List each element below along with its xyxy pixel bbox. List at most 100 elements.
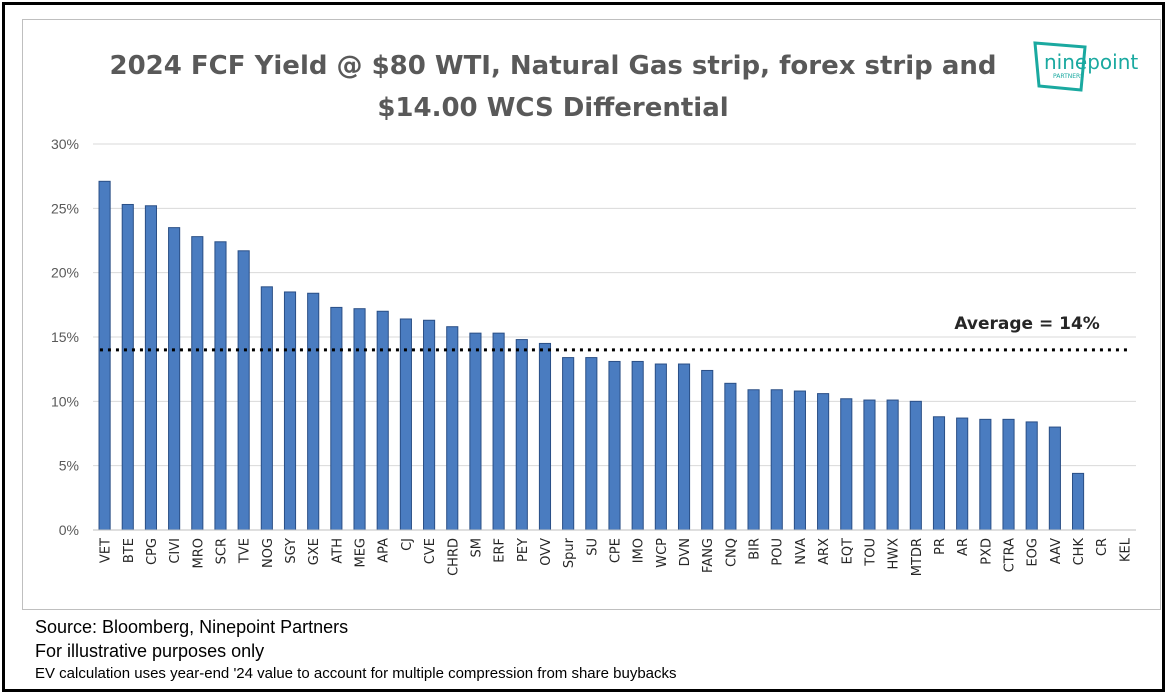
chart-panel: 2024 FCF Yield @ $80 WTI, Natural Gas st… xyxy=(22,19,1161,610)
bar-arx xyxy=(817,393,830,531)
chart-title-line-2: $14.00 WCS Differential xyxy=(377,93,728,123)
bar-hwx xyxy=(886,399,899,531)
x-tick-label: ATH xyxy=(330,538,345,564)
x-tick-label: NOG xyxy=(261,538,276,568)
source-note: Source: Bloomberg, Ninepoint Partners xyxy=(35,617,349,637)
bar-cnq xyxy=(724,382,737,531)
x-tick-label: PEY xyxy=(516,538,531,562)
disclaimer-note: For illustrative purposes only xyxy=(35,641,265,661)
x-tick-label: WCP xyxy=(655,538,670,568)
x-tick-label: OVV xyxy=(539,538,554,566)
y-tick-label: 20% xyxy=(51,265,79,281)
bar-ovv xyxy=(538,342,552,531)
x-tick-label: SCR xyxy=(214,538,229,564)
x-tick-label: ARX xyxy=(817,538,832,565)
ninepoint-logo: ninepoint PARTNERS xyxy=(1033,41,1138,92)
bar-su xyxy=(585,357,598,531)
average-label: Average = 14% xyxy=(954,314,1100,334)
bar-ctra xyxy=(1002,418,1015,531)
x-tick-label: CNQ xyxy=(724,538,739,567)
x-tick-label: HWX xyxy=(887,538,902,570)
logo-wordmark: ninepoint xyxy=(1044,50,1138,74)
bar-aav xyxy=(1048,426,1061,531)
x-tick-label: CPG xyxy=(145,538,160,565)
x-tick-label: AR xyxy=(956,538,971,556)
bar-vet xyxy=(98,180,111,531)
bar-meg xyxy=(353,308,366,531)
bar-mro xyxy=(191,236,204,531)
bar-apa xyxy=(376,310,389,531)
bar-dvn xyxy=(677,363,691,531)
bar-sgy xyxy=(283,291,297,531)
bar-erf xyxy=(492,332,505,531)
x-tick-label: FANG xyxy=(701,538,716,573)
x-tick-label: MTDR xyxy=(910,538,925,576)
bar-pou xyxy=(770,389,783,531)
bar-imo xyxy=(631,360,644,531)
x-tick-label: GXE xyxy=(307,538,322,565)
bar-chart: 2024 FCF Yield @ $80 WTI, Natural Gas st… xyxy=(51,41,1138,576)
bar-pxd xyxy=(979,418,992,531)
bar-ath xyxy=(330,306,343,531)
chart-title-line-1: 2024 FCF Yield @ $80 WTI, Natural Gas st… xyxy=(110,51,997,81)
x-tick-label: CPE xyxy=(609,538,624,563)
bar-cve xyxy=(423,319,436,531)
y-tick-label: 5% xyxy=(59,458,79,474)
bar-nog xyxy=(260,286,273,531)
y-tick-label: 0% xyxy=(59,522,79,538)
bar-nva xyxy=(793,390,806,531)
bar-pey xyxy=(515,339,528,531)
bar-cpg xyxy=(144,205,158,531)
x-axis-ticks: VET BTE CPG CIVI MRO SCR TVE NOG SGY GXE ATH MEG APA… xyxy=(99,537,1134,576)
bar-wcp xyxy=(654,363,667,531)
x-tick-label: Spur xyxy=(562,537,577,568)
y-tick-label: 10% xyxy=(51,393,79,409)
x-tick-label: CVE xyxy=(423,538,438,564)
x-tick-label: CR xyxy=(1095,538,1110,556)
x-tick-label: TVE xyxy=(238,538,253,564)
x-tick-label: TOU xyxy=(863,538,878,567)
bar-scr xyxy=(214,241,227,531)
y-tick-label: 15% xyxy=(51,329,79,345)
x-tick-label: SGY xyxy=(284,538,299,564)
x-tick-label: CHRD xyxy=(446,538,461,576)
ev-note: EV calculation uses year-end '24 value t… xyxy=(35,665,677,682)
x-tick-label: CTRA xyxy=(1003,538,1018,573)
bar-chrd xyxy=(446,326,459,531)
bar-eog xyxy=(1025,421,1038,531)
bar-bte xyxy=(121,203,134,531)
x-tick-label: ERF xyxy=(493,538,508,563)
logo-subtext: PARTNERS xyxy=(1053,73,1084,80)
y-tick-label: 30% xyxy=(51,136,79,152)
bar-ar xyxy=(956,417,969,531)
x-tick-label: APA xyxy=(377,538,392,563)
x-tick-label: VET xyxy=(99,538,114,563)
logo-frame-icon xyxy=(1033,41,1087,92)
x-tick-label: IMO xyxy=(632,538,647,563)
bar-cpe xyxy=(608,360,621,531)
bar-gxe xyxy=(307,292,320,531)
bar-tve xyxy=(237,250,250,531)
bar-fang xyxy=(701,369,714,531)
x-tick-label: DVN xyxy=(678,538,693,566)
x-tick-label: SM xyxy=(469,538,484,557)
x-tick-label: POU xyxy=(771,538,786,566)
bar-eqt xyxy=(840,398,853,531)
bar-sm xyxy=(469,332,482,531)
x-tick-label: BIR xyxy=(748,538,763,560)
x-tick-label: AAV xyxy=(1049,538,1064,564)
y-axis-ticks: 0% 5% 10% 15% 20% 25% 30% xyxy=(51,136,79,538)
bar-bir xyxy=(747,389,760,531)
bar-spur xyxy=(562,357,575,531)
x-tick-label: SU xyxy=(585,538,600,556)
bar-pr xyxy=(932,416,946,531)
x-tick-label: CJ xyxy=(400,538,415,551)
x-tick-label: PR xyxy=(933,538,948,555)
x-tick-label: MRO xyxy=(191,538,206,568)
x-tick-label: PXD xyxy=(979,538,994,565)
bar-chk xyxy=(1071,472,1085,531)
x-tick-label: BTE xyxy=(122,538,137,563)
x-tick-label: MEG xyxy=(354,538,369,568)
x-tick-label: CHK xyxy=(1072,538,1087,566)
